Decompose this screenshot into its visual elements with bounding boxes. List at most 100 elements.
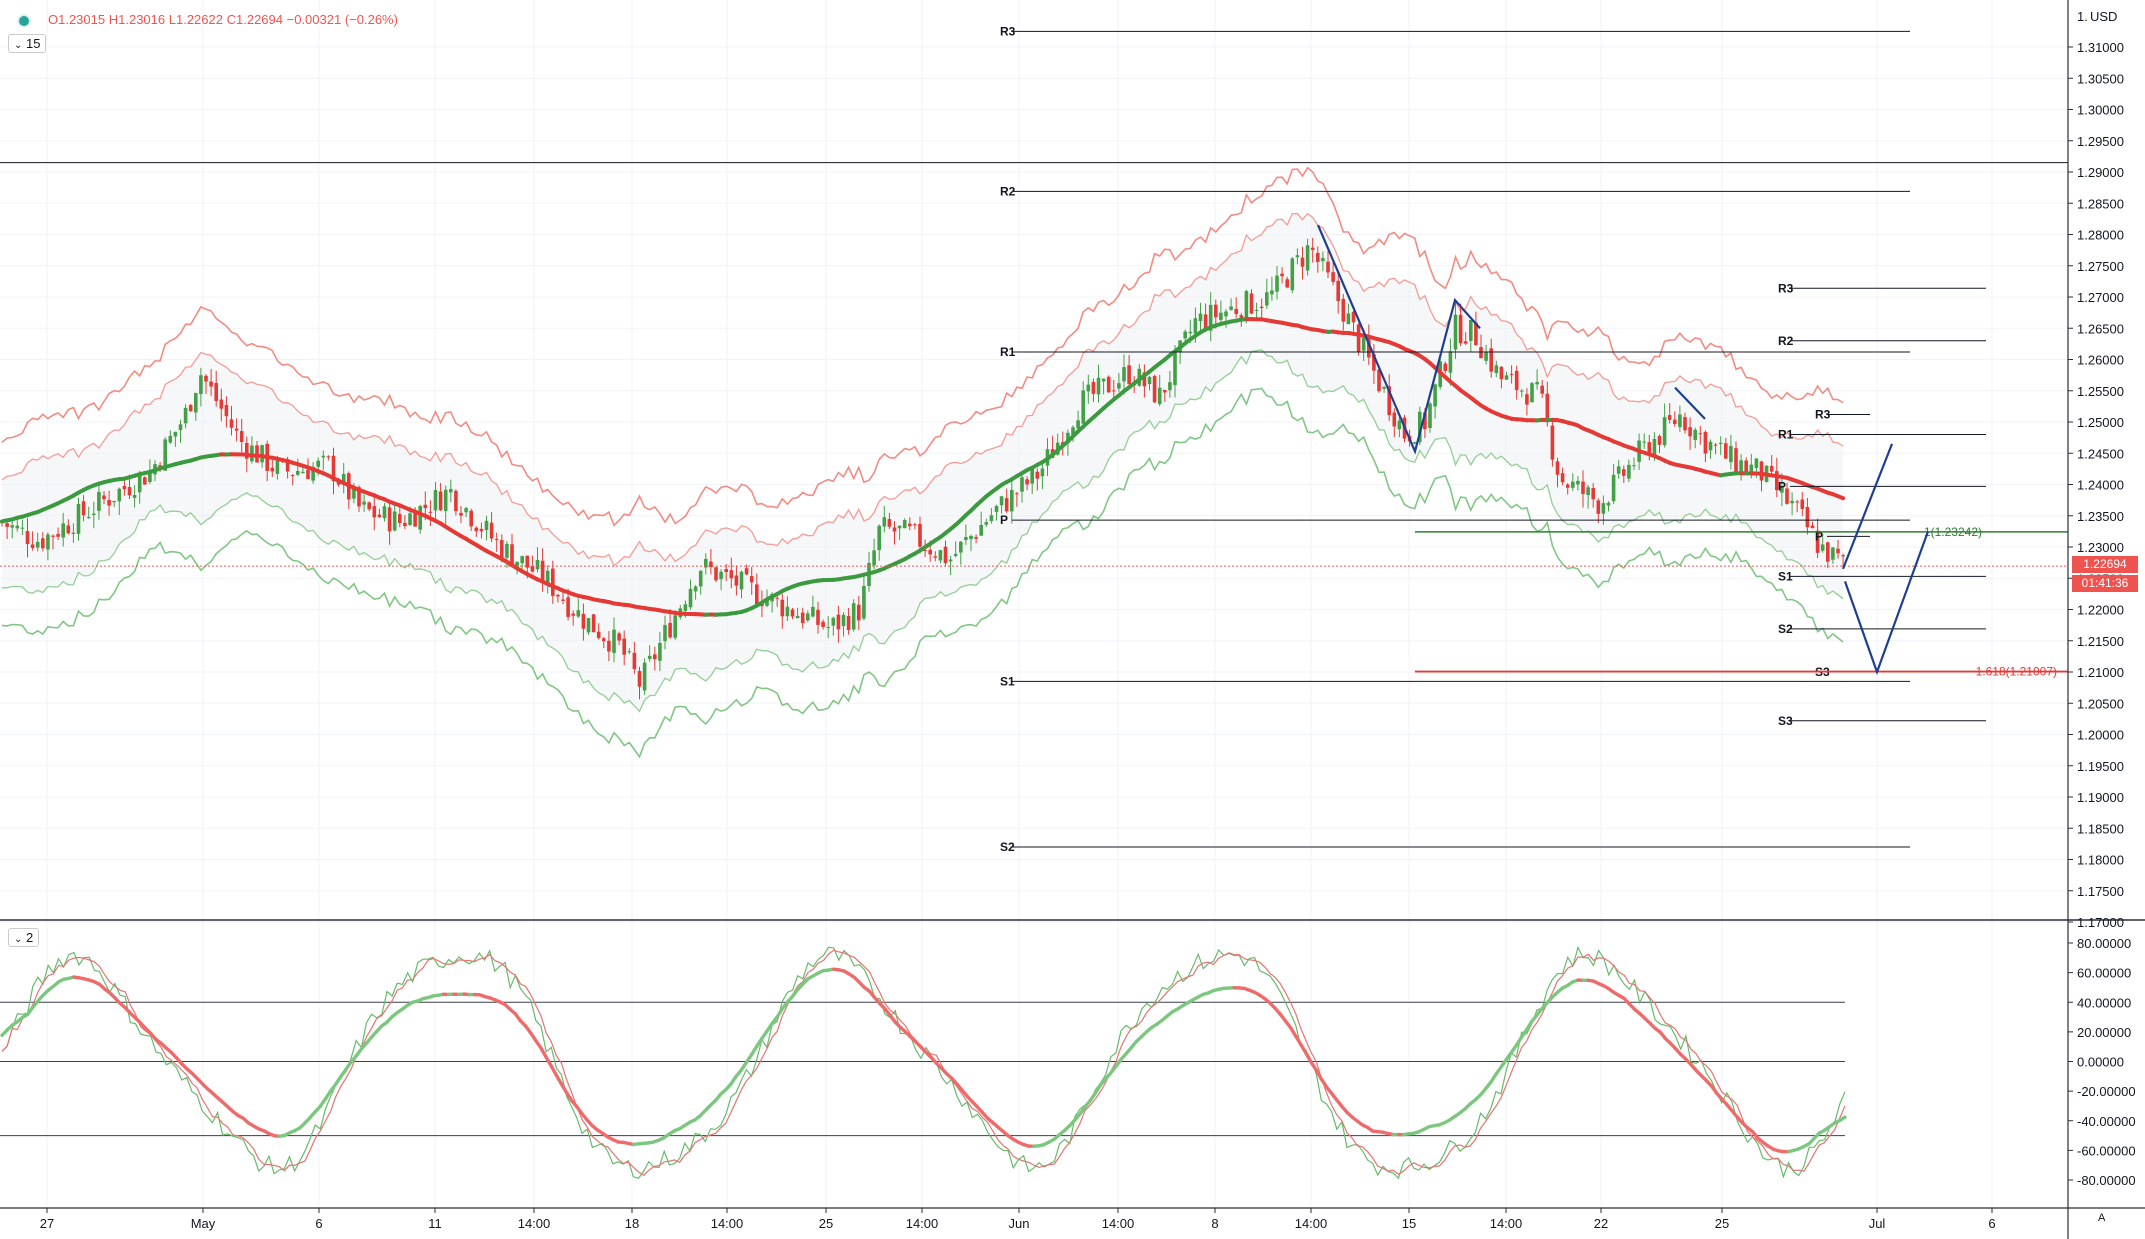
candle-body — [1071, 427, 1075, 435]
last-price-tag: 1.22694 — [2072, 556, 2138, 573]
candle-body — [306, 470, 310, 479]
candle-body — [1066, 432, 1070, 444]
candle-body — [1285, 279, 1289, 288]
candle-body — [693, 586, 698, 592]
time-axis-label: May — [191, 1216, 216, 1231]
price-axis-label: 1.28000 — [2077, 228, 2124, 243]
inner-lower-band — [1, 349, 1844, 713]
candle-body — [800, 612, 805, 624]
pattern-mid-leg — [1674, 386, 1706, 420]
candle-body — [505, 543, 509, 558]
price-axis-label: 1.19500 — [2077, 759, 2124, 774]
candle-body — [749, 576, 754, 583]
candle-body — [551, 568, 555, 596]
candle-body — [10, 525, 14, 528]
candle-body — [1030, 468, 1034, 484]
interval-badge[interactable]: ⌄ 15 — [8, 34, 47, 53]
monthly-pivot-s1-label: S1 — [1000, 674, 1015, 688]
candle-body — [387, 507, 392, 532]
candle-body — [1453, 314, 1458, 350]
candle-body — [204, 375, 208, 382]
ohlc-legend: O1.23015 H1.23016 L1.22622 C1.22694 −0.0… — [48, 12, 398, 27]
candle-body — [811, 606, 815, 617]
candle-body — [1351, 311, 1356, 323]
candle-body — [392, 511, 397, 531]
candle-body — [352, 487, 356, 499]
candle-body — [953, 553, 958, 556]
candle-body — [1520, 390, 1524, 392]
candle-body — [1198, 313, 1203, 322]
candle-body — [1718, 442, 1723, 444]
candle-body — [321, 455, 326, 458]
candle-body — [1259, 306, 1264, 308]
candle-body — [56, 533, 60, 537]
candle-body — [489, 522, 494, 539]
candle-body — [1627, 464, 1631, 479]
candle-body — [581, 613, 586, 629]
candle-body — [734, 575, 739, 586]
candle-body — [1775, 471, 1779, 491]
outer-lower-band — [1, 387, 1844, 759]
candle-body — [1759, 461, 1764, 481]
sub-pane-badge[interactable]: ⌄ 2 — [8, 928, 40, 947]
chevron-down-icon: ⌄ — [14, 934, 23, 945]
candle-body — [1652, 438, 1657, 458]
candle-body — [270, 467, 275, 472]
candle-body — [698, 570, 703, 587]
time-axis-label: 15 — [1402, 1216, 1416, 1231]
candle-body — [117, 488, 122, 502]
interval-label: 15 — [26, 36, 41, 51]
price-axis-label: 1.20000 — [2077, 728, 2124, 743]
grid-lines — [0, 0, 2068, 1208]
candle-body — [1208, 304, 1213, 331]
candle-body — [1025, 479, 1029, 485]
time-axis-label: 14:00 — [711, 1216, 744, 1231]
osc-fast-line — [1, 945, 1846, 1180]
candle-body — [454, 490, 458, 512]
candle-body — [709, 561, 713, 568]
candle-body — [1412, 442, 1417, 444]
candle-body — [1622, 469, 1626, 476]
osc-axis-label: -60.00000 — [2077, 1143, 2136, 1158]
candle-body — [704, 558, 708, 568]
candle-body — [1377, 369, 1381, 392]
candle-body — [576, 610, 581, 617]
candle-body — [1463, 341, 1468, 344]
candle-body — [1219, 312, 1223, 321]
price-axis-label: 1.26000 — [2077, 353, 2124, 368]
candle-body — [285, 462, 290, 472]
time-axis-label: 6 — [1988, 1216, 1995, 1231]
candle-body — [637, 670, 642, 687]
candle-body — [1820, 544, 1825, 551]
candle-body — [612, 629, 616, 654]
candle-body — [1234, 308, 1238, 314]
candle-body — [484, 520, 489, 531]
candle-body — [1300, 257, 1305, 267]
auto-scale-button[interactable]: A — [2098, 1212, 2106, 1224]
candle-body — [1203, 314, 1208, 329]
daily-pivot-p-label: P — [1815, 529, 1823, 543]
monthly-pivot-p-label: P — [1000, 513, 1008, 527]
currency-label[interactable]: USD — [2090, 9, 2118, 24]
candle-body — [739, 571, 744, 590]
candle-body — [1739, 460, 1743, 474]
candle-body — [316, 460, 320, 467]
time-axis-label: 14:00 — [1490, 1216, 1523, 1231]
price-axis-label: 1.23000 — [2077, 540, 2124, 555]
monthly-pivot-r1-label: R1 — [1000, 345, 1016, 359]
candle-body — [948, 559, 953, 562]
candle-body — [831, 617, 836, 626]
price-axis-label: 1. — [2077, 9, 2088, 24]
candle-body — [918, 524, 922, 547]
candle-body — [1428, 403, 1432, 429]
candle-body — [902, 520, 907, 529]
candle-body — [1790, 500, 1794, 504]
candle-body — [127, 487, 132, 496]
ohlc-close: C1.22694 — [226, 12, 283, 27]
candle-body — [1560, 473, 1565, 483]
candle-body — [1673, 419, 1677, 425]
candle-body — [836, 614, 841, 630]
projection-v-leg — [1843, 531, 1930, 676]
candle-body — [1117, 383, 1121, 389]
